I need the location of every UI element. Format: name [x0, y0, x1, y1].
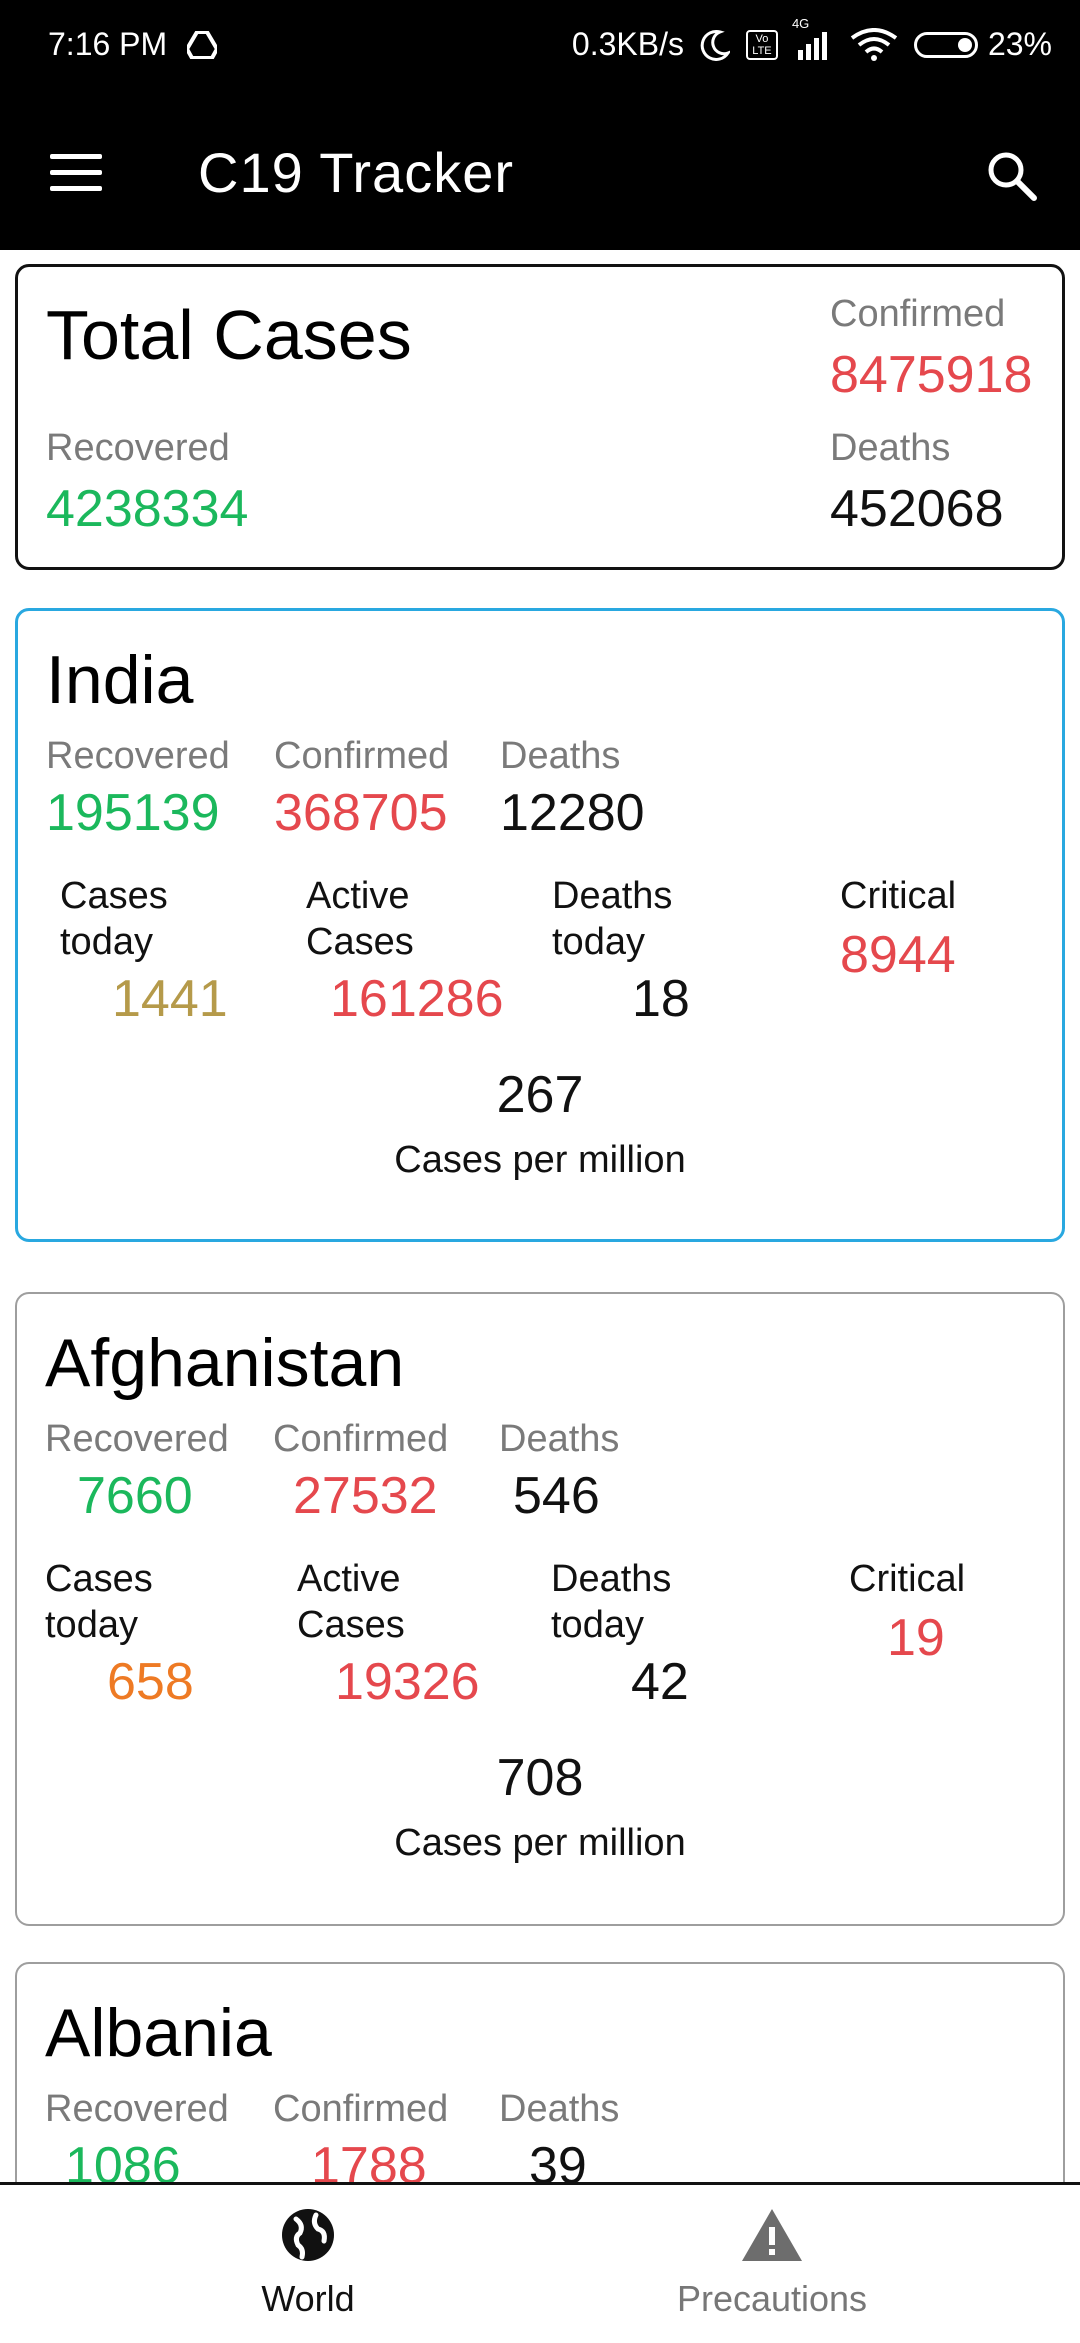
total-recovered-label: Recovered — [46, 427, 230, 469]
app-title: C19 Tracker — [198, 141, 514, 204]
nav-precautions[interactable]: Precautions — [622, 2205, 922, 2320]
moon-icon — [700, 29, 730, 61]
app-bar: C19 Tracker — [0, 96, 1080, 250]
deaths-value: 39 — [529, 2137, 587, 2182]
drive-icon — [187, 30, 218, 59]
critical-label: Critical — [840, 875, 957, 917]
country-card-afghanistan[interactable]: Afghanistan Recovered 7660 Confirmed 275… — [15, 1292, 1065, 1926]
confirmed-value: 1788 — [311, 2137, 427, 2182]
total-recovered-value: 4238334 — [46, 480, 249, 538]
recovered-value: 195139 — [46, 784, 220, 842]
per-million-value: 708 — [496, 1749, 584, 1807]
recovered-value: 1086 — [65, 2137, 181, 2182]
nav-world[interactable]: World — [158, 2205, 458, 2320]
deaths-label: Deaths — [499, 2088, 620, 2130]
active-cases-value: 19326 — [335, 1653, 480, 1711]
cases-today-label: Cases today — [45, 1558, 153, 1646]
nav-precautions-label: Precautions — [676, 2278, 868, 2319]
confirmed-label: Confirmed — [274, 735, 450, 777]
cases-today-value: 658 — [107, 1653, 194, 1711]
confirmed-value: 27532 — [293, 1467, 438, 1525]
total-cases-card: Total Cases Confirmed 8475918 Recovered … — [15, 264, 1065, 570]
menu-button[interactable] — [50, 154, 102, 192]
deaths-today-value: 42 — [631, 1653, 689, 1711]
country-list[interactable]: Total Cases Confirmed 8475918 Recovered … — [0, 250, 1080, 2182]
deaths-today-label: Deaths today — [551, 1558, 672, 1646]
battery-percent: 23% — [987, 26, 1052, 62]
volte-icon: Vo LTE — [745, 29, 778, 60]
total-confirmed-label: Confirmed — [830, 293, 1006, 335]
country-name: India — [46, 642, 194, 718]
cases-today-label: Cases today — [60, 875, 168, 963]
deaths-label: Deaths — [500, 735, 621, 777]
globe-icon — [282, 2209, 334, 2261]
total-deaths-label: Deaths — [830, 427, 951, 469]
wifi-icon — [850, 27, 898, 61]
critical-value: 8944 — [840, 926, 956, 984]
deaths-today-value: 18 — [632, 970, 690, 1028]
per-million-value: 267 — [496, 1066, 584, 1124]
total-title: Total Cases — [46, 296, 412, 374]
confirmed-value: 368705 — [274, 784, 448, 842]
deaths-value: 546 — [513, 1467, 600, 1525]
deaths-value: 12280 — [500, 784, 645, 842]
recovered-label: Recovered — [46, 735, 230, 777]
recovered-value: 7660 — [77, 1467, 193, 1525]
confirmed-label: Confirmed — [273, 2088, 449, 2130]
total-deaths-value: 452068 — [830, 480, 1004, 538]
per-million-label: Cases per million — [394, 1139, 686, 1181]
confirmed-label: Confirmed — [273, 1418, 449, 1460]
nav-world-label: World — [261, 2278, 355, 2319]
status-time: 7:16 PM — [48, 26, 168, 62]
battery-icon — [913, 31, 978, 58]
status-bar: 7:16 PM 0.3KB/s Vo LTE 4G 23% — [0, 0, 1080, 96]
country-name: Albania — [45, 1995, 272, 2071]
deaths-today-label: Deaths today — [552, 875, 673, 963]
bottom-navigation: World Precautions — [0, 2182, 1080, 2343]
recovered-label: Recovered — [45, 1418, 229, 1460]
signal-icon: 4G — [792, 16, 834, 60]
active-cases-label: Active Cases — [297, 1558, 405, 1646]
warning-icon — [742, 2209, 802, 2261]
country-card-albania[interactable]: Albania Recovered 1086 Confirmed 1788 De… — [15, 1962, 1065, 2182]
per-million-label: Cases per million — [394, 1822, 686, 1864]
active-cases-label: Active Cases — [306, 875, 414, 963]
country-name: Afghanistan — [45, 1325, 405, 1401]
battery-indicator: 23% — [913, 26, 1052, 63]
network-speed: 0.3KB/s — [571, 26, 684, 62]
country-card-india[interactable]: India Recovered 195139 Confirmed 368705 … — [15, 608, 1065, 1242]
critical-label: Critical — [849, 1558, 966, 1600]
cases-today-value: 1441 — [112, 970, 228, 1028]
deaths-label: Deaths — [499, 1418, 620, 1460]
active-cases-value: 161286 — [330, 970, 504, 1028]
critical-value: 19 — [887, 1609, 945, 1667]
recovered-label: Recovered — [45, 2088, 229, 2130]
search-icon[interactable] — [984, 148, 1040, 204]
total-confirmed-value: 8475918 — [830, 346, 1033, 404]
